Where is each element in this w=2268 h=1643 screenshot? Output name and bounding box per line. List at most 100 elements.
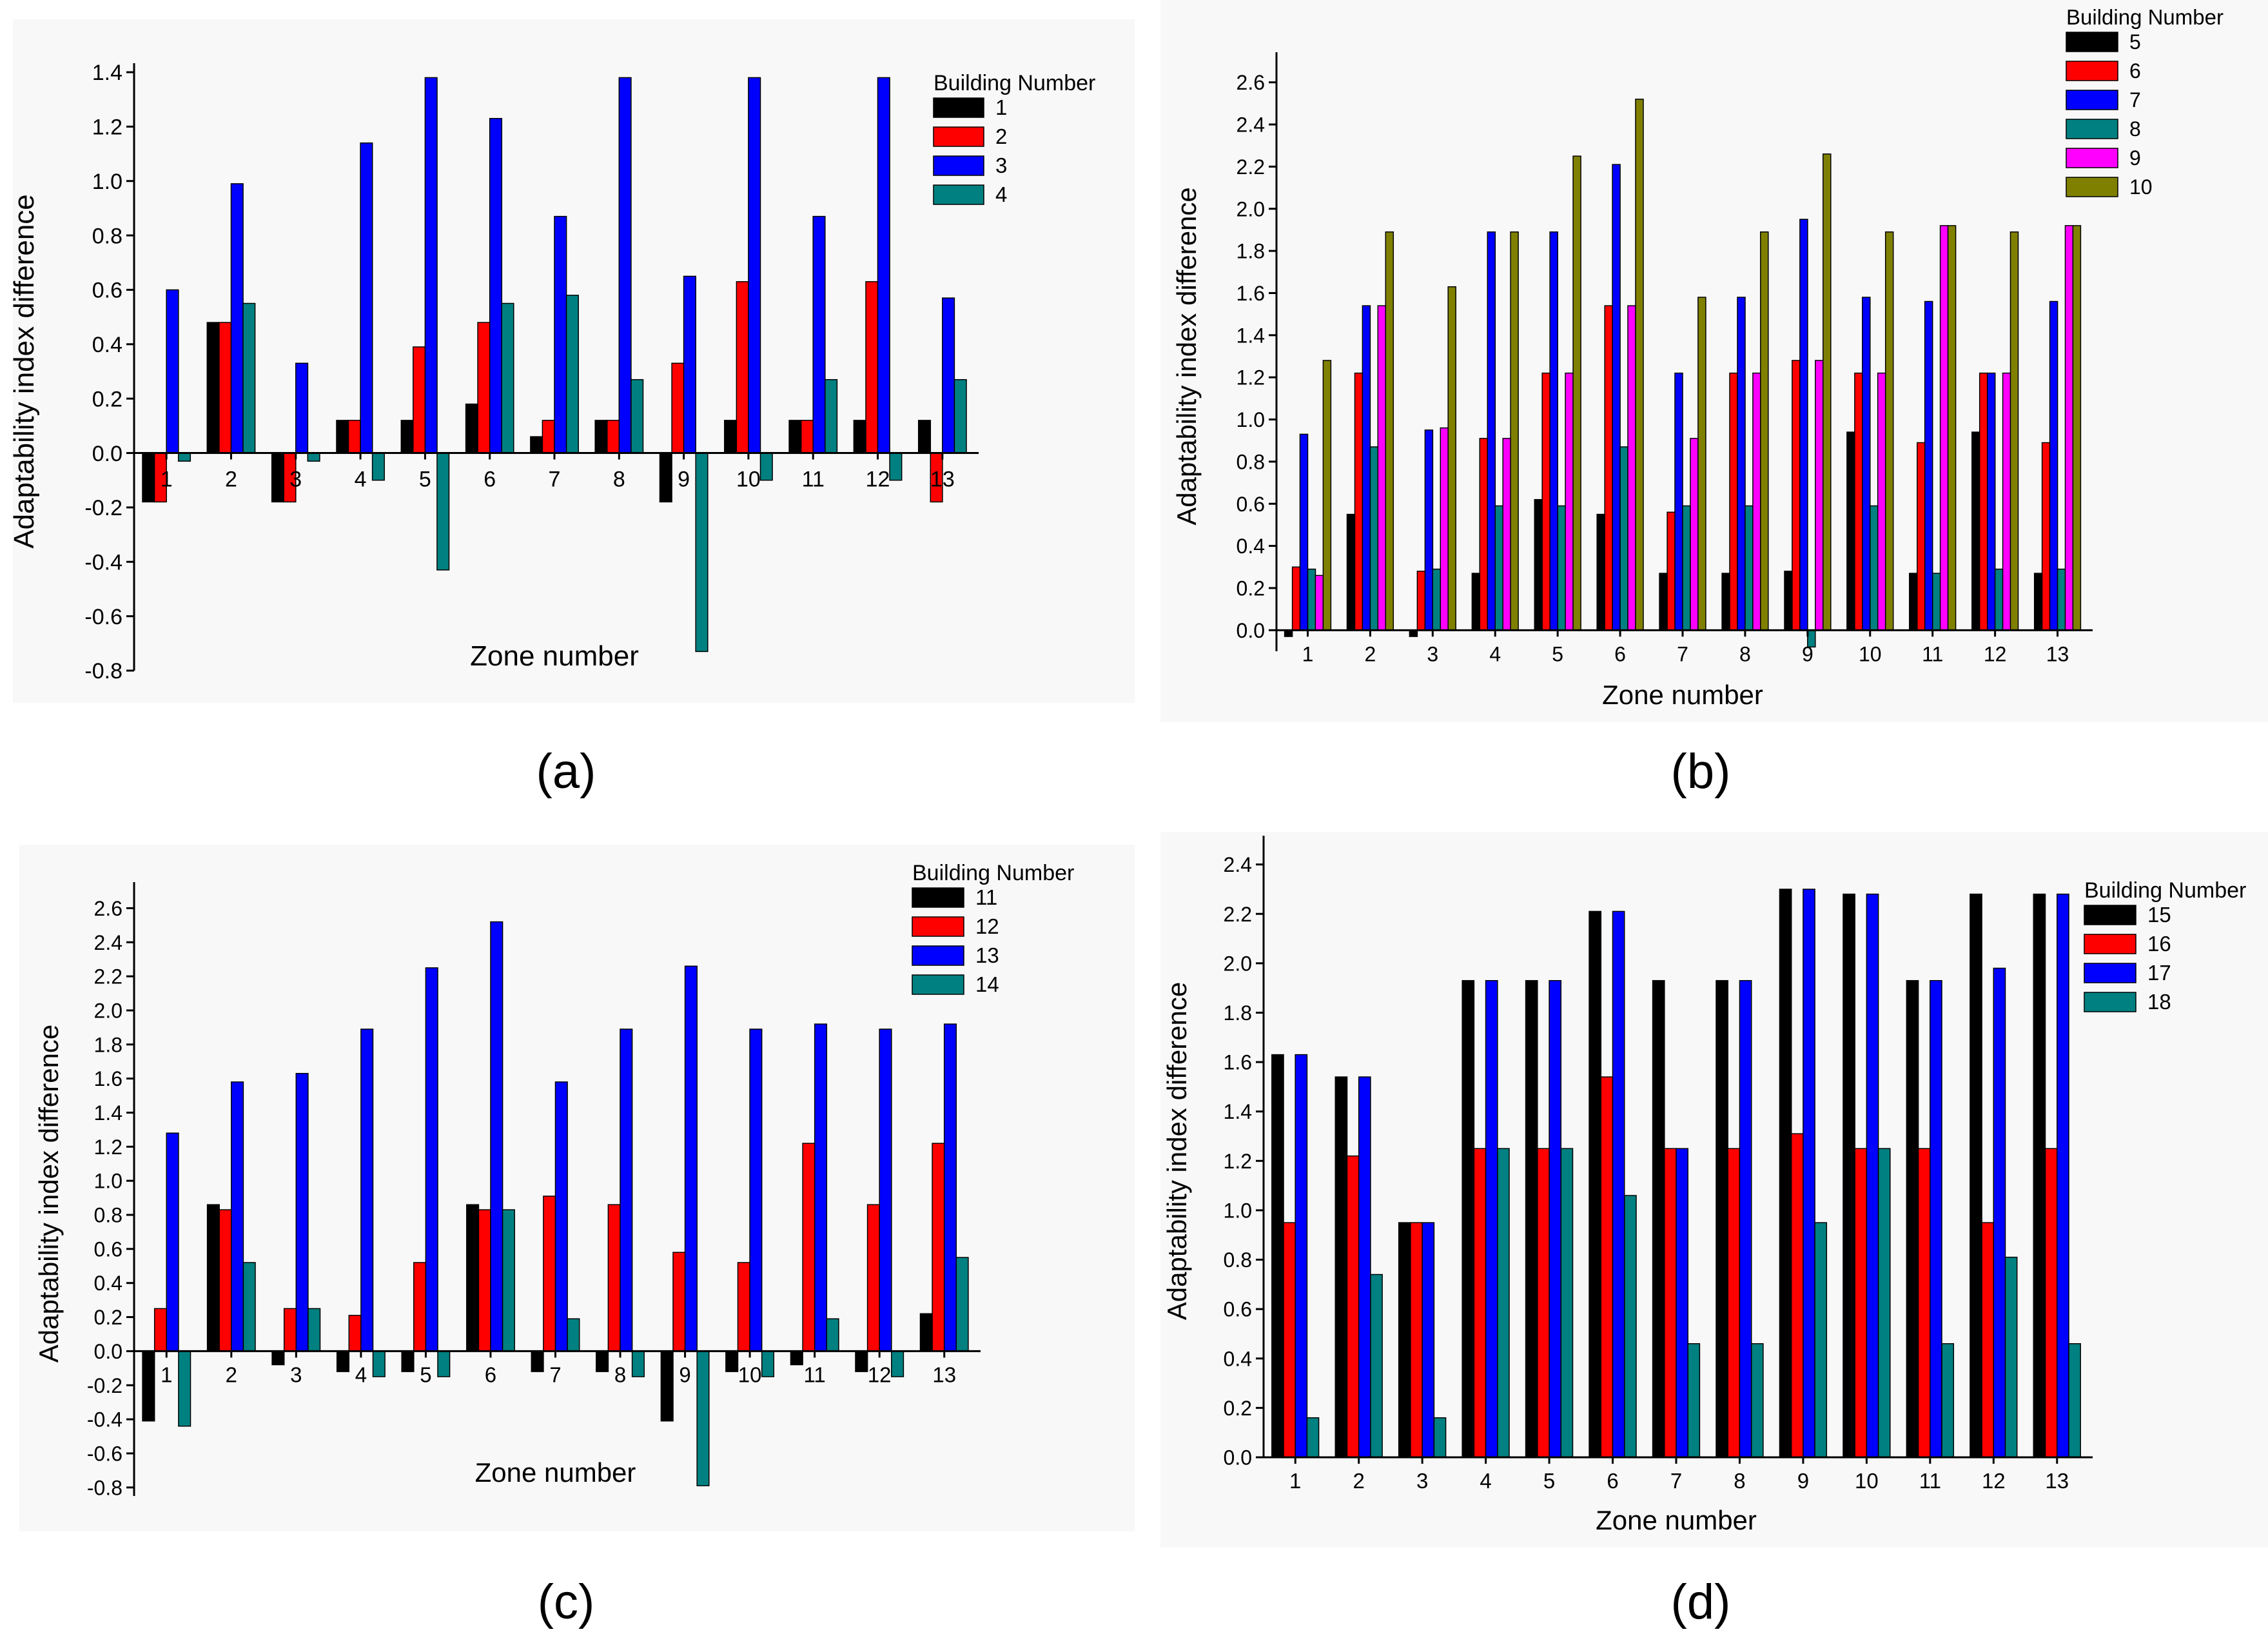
y-tick-label: -0.2 — [87, 1374, 122, 1397]
x-tick-label: 1 — [1302, 642, 1314, 665]
legend-swatch — [933, 184, 984, 205]
x-tick-label: 7 — [1670, 1469, 1682, 1493]
bar — [919, 1313, 933, 1352]
y-tick-label: 2.6 — [94, 897, 122, 920]
bar — [1750, 1343, 1764, 1458]
bar — [295, 362, 309, 454]
bar — [1652, 979, 1665, 1458]
x-tick-label: 5 — [1552, 642, 1563, 665]
bar — [219, 322, 232, 454]
bar — [465, 403, 478, 454]
legend-swatch — [2066, 32, 2118, 52]
bar — [372, 1350, 386, 1377]
bar — [347, 420, 361, 454]
x-tick-label: 10 — [1855, 1469, 1879, 1493]
bar — [230, 183, 244, 454]
bar — [1422, 1222, 1435, 1458]
bar — [1760, 231, 1769, 631]
bar — [866, 1204, 880, 1352]
x-tick-label: 3 — [289, 467, 302, 492]
bar — [1398, 1222, 1411, 1458]
bar — [1600, 1076, 1614, 1458]
panel-d: 0.0 0.2 0.4 0.6 0.8 1.0 1.2 1.4 1.6 1.8 2.0 2.2 2.4 1… — [1160, 832, 2268, 1548]
y-axis-label: Adaptability index difference — [1162, 982, 1192, 1321]
bar — [1690, 438, 1699, 631]
legend-swatch — [2084, 905, 2136, 925]
bar — [1354, 372, 1364, 631]
bar — [307, 452, 320, 462]
x-tick-label: 3 — [1416, 1469, 1428, 1493]
bar — [889, 452, 903, 481]
x-tick-label: 12 — [1982, 1469, 2006, 1493]
bar — [1866, 893, 1879, 1458]
x-tick-label: 8 — [614, 1363, 626, 1386]
bar — [1502, 438, 1511, 631]
bar — [855, 1350, 868, 1372]
x-tick-label: 7 — [549, 467, 561, 492]
bar — [696, 1350, 710, 1486]
y-tick-label: 1.0 — [1237, 408, 1265, 431]
bar — [400, 420, 414, 454]
bar — [736, 281, 749, 454]
bar — [953, 379, 967, 454]
bar — [1682, 505, 1691, 631]
bar — [153, 1308, 168, 1352]
legend-swatch — [912, 916, 964, 937]
bar — [1941, 1343, 1955, 1458]
bar — [1737, 297, 1746, 631]
bar — [1716, 979, 1728, 1458]
y-tick-label: 2.6 — [1237, 71, 1265, 94]
x-tick-label: 9 — [678, 467, 690, 492]
legend-label: 8 — [2129, 117, 2141, 141]
y-tick-label: 1.4 — [1237, 324, 1265, 347]
bar — [1362, 305, 1371, 631]
bar — [1596, 513, 1605, 631]
bar — [1473, 1148, 1487, 1458]
bar — [1291, 566, 1301, 631]
y-tick-label: 0.0 — [1224, 1446, 1252, 1470]
bar — [489, 117, 503, 454]
y-tick-label: 1.2 — [1224, 1150, 1252, 1173]
bar — [1432, 568, 1442, 631]
bar — [1687, 1343, 1701, 1458]
bar — [1479, 438, 1489, 631]
bar — [1322, 360, 1332, 631]
bar — [631, 1350, 645, 1377]
y-tick-label: 0.0 — [92, 442, 122, 466]
x-tick-label: 6 — [485, 1363, 496, 1386]
legend-swatch — [2084, 934, 2136, 954]
y-tick-label: 1.4 — [94, 1101, 122, 1125]
bar — [865, 281, 879, 454]
legend-label: 14 — [975, 972, 999, 996]
bar — [142, 1350, 155, 1422]
x-tick-label: 10 — [1859, 642, 1882, 665]
bar — [2041, 442, 2051, 631]
bar — [1604, 305, 1613, 631]
bar — [1471, 573, 1481, 631]
bar — [336, 420, 349, 454]
x-tick-label: 12 — [868, 1363, 892, 1386]
bar — [1565, 372, 1574, 631]
x-tick-label: 4 — [1489, 642, 1501, 665]
bar — [2064, 225, 2074, 631]
bar — [1299, 433, 1309, 631]
legend-swatch — [933, 126, 984, 147]
bar — [1572, 155, 1581, 631]
y-tick-label: 2.2 — [1224, 903, 1252, 926]
bar — [2068, 1343, 2081, 1458]
bar — [1497, 1148, 1510, 1458]
bar — [1917, 1148, 1931, 1458]
legend-swatch — [2066, 148, 2118, 168]
x-tick-label: 13 — [930, 467, 955, 492]
legend-label: 2 — [995, 124, 1007, 148]
bar — [1981, 1222, 1995, 1458]
bar — [1358, 1076, 1371, 1458]
bar — [1854, 372, 1863, 631]
bar — [1729, 372, 1738, 631]
legend-label: 15 — [2147, 903, 2171, 927]
bar — [1664, 1148, 1677, 1458]
bar — [1525, 979, 1538, 1458]
bar — [1846, 431, 1855, 631]
x-tick-label: 6 — [484, 467, 496, 492]
